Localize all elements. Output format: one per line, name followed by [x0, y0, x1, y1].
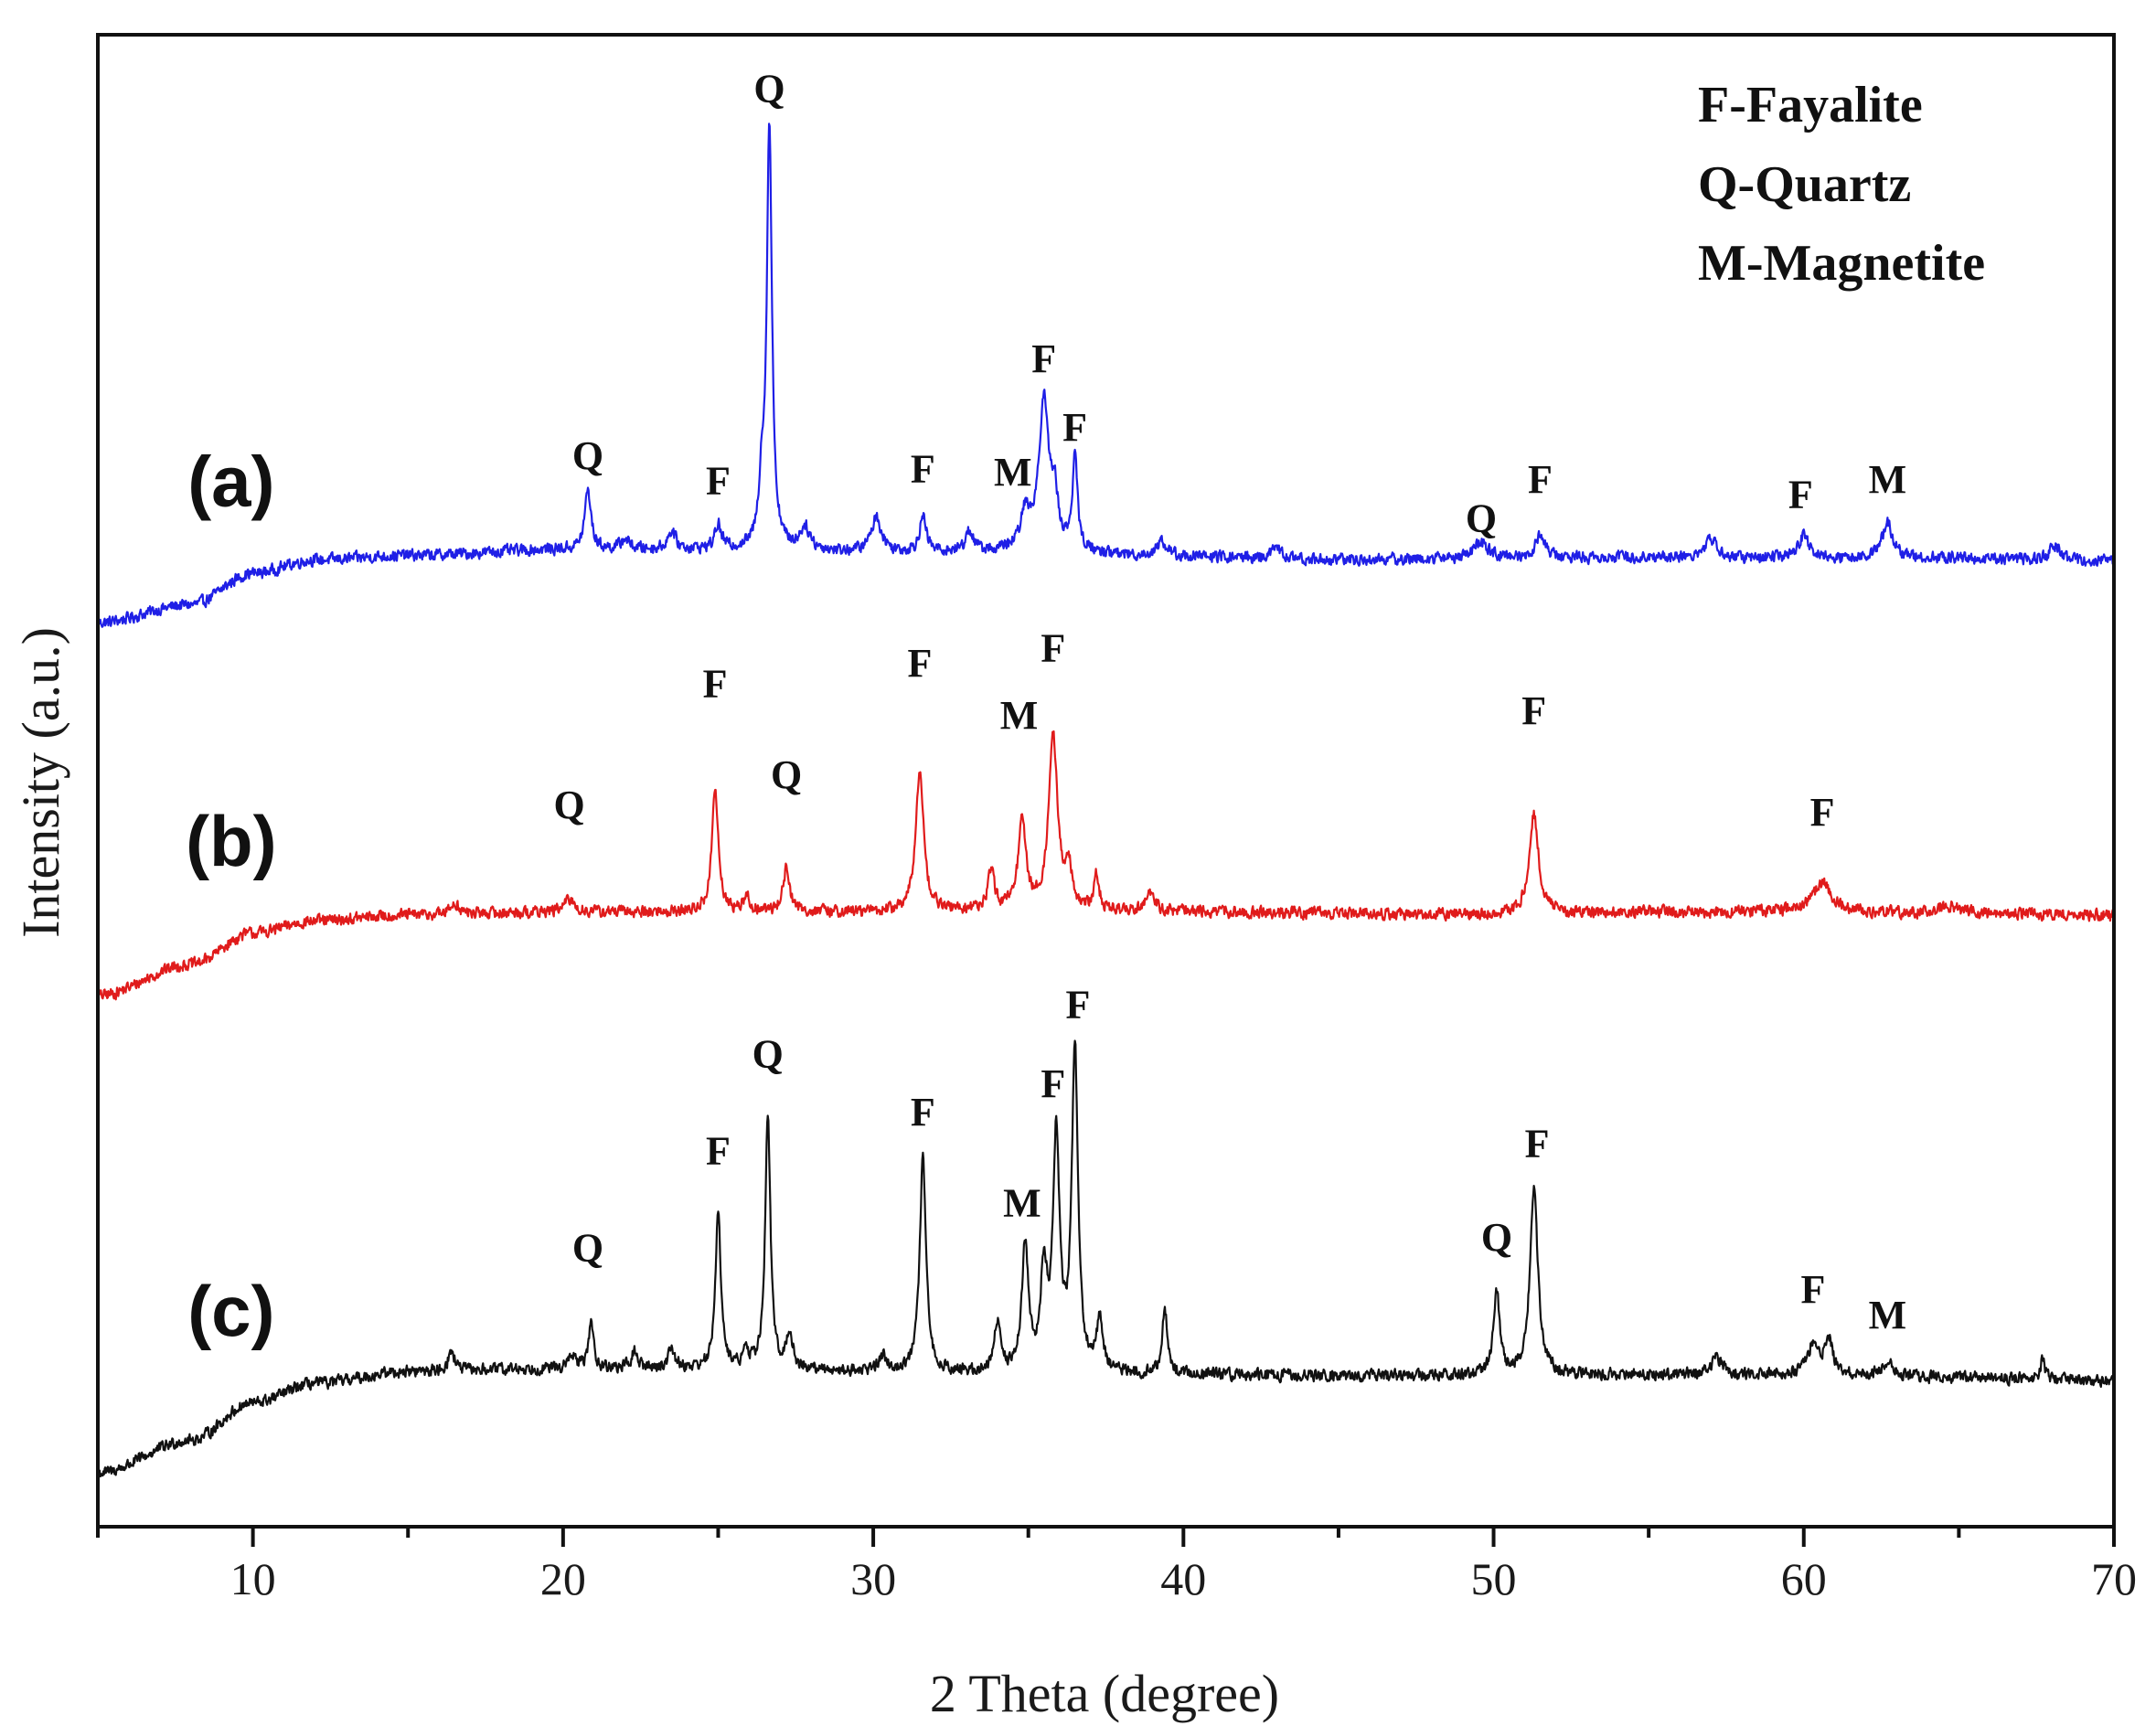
y-axis-label: Intensity (a.u.) — [11, 627, 70, 938]
peak-label: F — [706, 1128, 731, 1173]
peak-label: F — [1810, 790, 1835, 835]
x-axis-ticks — [96, 1527, 2116, 1547]
peak-label: F — [1062, 405, 1087, 450]
peak-label: F — [1521, 688, 1546, 733]
series-line-a — [96, 123, 2115, 628]
peak-label: F — [1041, 625, 1065, 670]
legend: F-Fayalite Q-Quartz M-Magnetite — [1698, 77, 1985, 292]
peak-label: Q — [753, 66, 784, 111]
x-tick-label: 20 — [540, 1553, 586, 1604]
series-line-b — [96, 730, 2115, 1001]
x-tick-label: 60 — [1781, 1553, 1827, 1604]
panel-label-c: (c) — [187, 1271, 274, 1351]
traces-layer — [96, 123, 2115, 1478]
x-axis-label: 2 Theta (degree) — [930, 1664, 1279, 1723]
series-line-c — [97, 1039, 2115, 1478]
x-tick-label: 70 — [2091, 1553, 2137, 1604]
panel-label-a: (a) — [187, 442, 274, 522]
peak-label: Q — [572, 433, 603, 478]
peak-label: M — [1869, 1293, 1907, 1337]
peak-label: F — [1525, 1121, 1550, 1166]
x-tick-label: 30 — [850, 1553, 896, 1604]
peak-label: F — [911, 1090, 935, 1135]
peak-label: M — [1000, 693, 1039, 738]
peak-label: F — [1066, 982, 1091, 1027]
peak-label: F — [908, 641, 933, 686]
peak-label: F — [1528, 457, 1553, 502]
peak-label: F — [1788, 472, 1813, 517]
peak-label: F — [1801, 1267, 1826, 1312]
legend-entry-fayalite: F-Fayalite — [1698, 77, 1923, 133]
peak-label: F — [703, 662, 728, 707]
panel-label-b: (b) — [186, 801, 277, 881]
x-tick-label: 40 — [1160, 1553, 1206, 1604]
peak-label: F — [1041, 1061, 1065, 1106]
panel-labels-layer: (a) (b) (c) — [186, 442, 277, 1351]
peak-label: Q — [554, 783, 585, 827]
peak-label: Q — [1466, 495, 1497, 540]
x-axis-tick-labels: 10 20 30 40 50 60 70 — [230, 1553, 2137, 1604]
peak-label: Q — [771, 752, 802, 797]
peak-label: F — [911, 447, 935, 492]
peak-label: Q — [572, 1226, 603, 1271]
legend-entry-magnetite: M-Magnetite — [1698, 235, 1985, 292]
x-tick-label: 10 — [230, 1553, 276, 1604]
peak-label: F — [706, 459, 731, 504]
peak-label: M — [1869, 457, 1907, 502]
peak-label: F — [1031, 336, 1056, 381]
peak-label: Q — [1481, 1215, 1512, 1260]
peak-label: Q — [752, 1031, 784, 1076]
legend-entry-quartz: Q-Quartz — [1698, 156, 1911, 213]
plot-frame — [96, 33, 2116, 1529]
x-tick-label: 50 — [1471, 1553, 1517, 1604]
peak-label: M — [994, 450, 1032, 495]
peak-label: M — [1003, 1181, 1041, 1226]
